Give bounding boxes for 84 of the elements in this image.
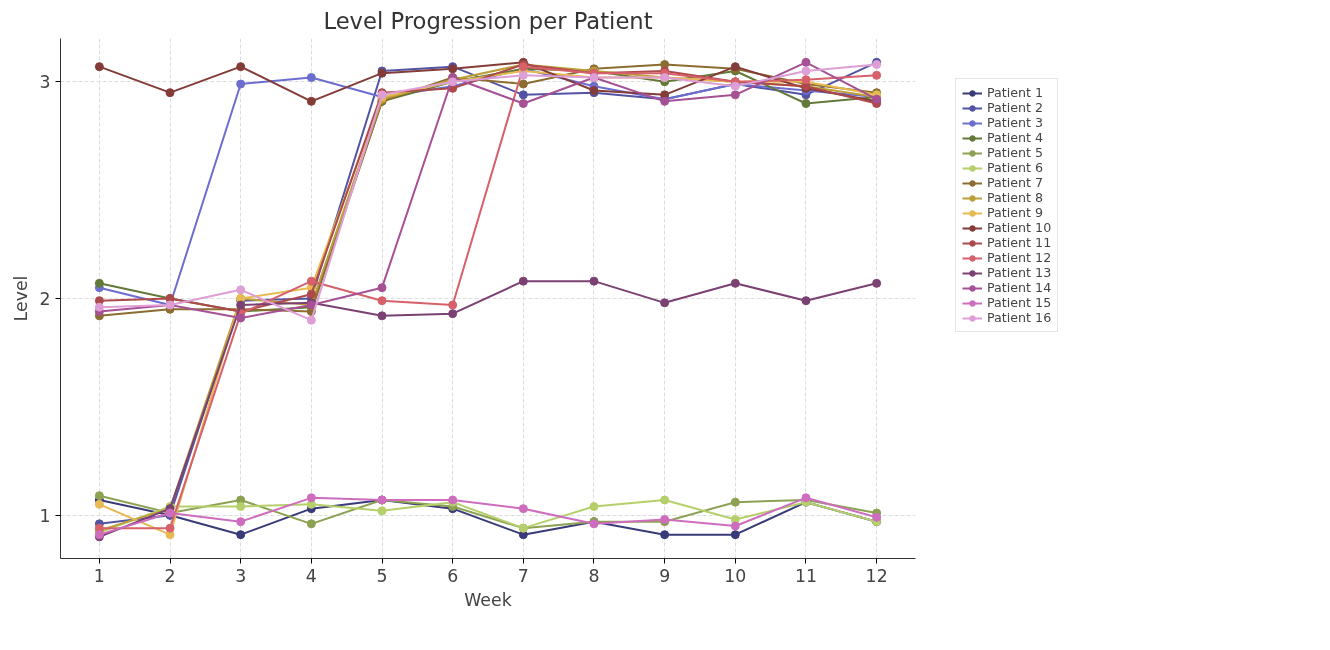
point (589, 276, 599, 286)
point (165, 88, 175, 98)
point (306, 315, 316, 325)
point (165, 523, 175, 533)
point (730, 497, 740, 507)
point (660, 60, 670, 69)
point (872, 512, 882, 522)
point (448, 309, 458, 319)
point (377, 506, 387, 516)
point (236, 530, 246, 540)
point (589, 502, 599, 511)
legend-label: Patient 10 (987, 220, 1052, 235)
point (518, 276, 528, 286)
point (518, 90, 528, 100)
point (306, 276, 316, 286)
point (730, 521, 740, 531)
point (801, 66, 811, 76)
x-tick-label: 5 (376, 565, 388, 586)
point (801, 57, 811, 67)
point (872, 278, 882, 288)
legend-label: Patient 15 (987, 295, 1052, 310)
y-tick-label: 1 (39, 505, 51, 526)
y-tick-label: 3 (39, 72, 51, 93)
x-tick-label: 6 (447, 565, 459, 586)
point (660, 530, 670, 540)
x-tick-label: 11 (794, 565, 818, 586)
point (236, 79, 246, 89)
point (518, 504, 528, 514)
point (518, 79, 528, 89)
legend-label: Patient 16 (987, 310, 1052, 325)
point (236, 502, 246, 511)
point (236, 517, 246, 527)
point (94, 499, 104, 509)
point (377, 296, 387, 306)
x-tick-label: 2 (164, 565, 176, 586)
point (306, 73, 316, 82)
point (94, 491, 104, 501)
point (518, 99, 528, 108)
point (236, 62, 246, 72)
legend-label: Patient 3 (987, 115, 1044, 130)
legend-label: Patient 2 (987, 100, 1044, 115)
x-tick-label: 9 (659, 565, 671, 586)
y-axis-title: Level (11, 275, 32, 322)
legend-label: Patient 5 (987, 145, 1044, 160)
legend-label: Patient 4 (987, 130, 1044, 145)
point (377, 311, 387, 321)
point (236, 313, 246, 323)
point (872, 70, 882, 80)
x-tick-label: 7 (517, 565, 529, 586)
point (236, 285, 246, 295)
legend-label: Patient 8 (987, 190, 1044, 205)
point (448, 300, 458, 310)
x-tick-label: 3 (235, 565, 247, 586)
legend-label: Patient 12 (987, 250, 1052, 265)
point (660, 298, 670, 308)
legend-label: Patient 6 (987, 160, 1044, 175)
y-tick-label: 2 (39, 289, 51, 309)
x-tick-label: 8 (588, 565, 600, 586)
point (801, 99, 811, 108)
x-tick-label: 4 (305, 565, 317, 586)
point (306, 96, 316, 106)
x-axis-title: Week (464, 589, 512, 610)
point (377, 283, 387, 293)
legend-label: Patient 11 (987, 235, 1052, 250)
legend-label: Patient 7 (987, 175, 1044, 190)
point (730, 278, 740, 288)
x-tick-label: 10 (724, 565, 747, 586)
point (306, 519, 316, 529)
point (730, 90, 740, 100)
legend-label: Patient 14 (987, 280, 1052, 295)
x-tick-label: 12 (865, 565, 888, 586)
point (306, 493, 316, 503)
chart-title: Level Progression per Patient (323, 7, 653, 34)
legend-label: Patient 13 (987, 265, 1052, 280)
point (94, 62, 104, 72)
point (660, 495, 670, 505)
legend-label: Patient 1 (987, 85, 1044, 100)
legend-label: Patient 9 (987, 205, 1044, 220)
point (730, 530, 740, 540)
point (94, 278, 104, 288)
x-tick-label: 1 (93, 565, 105, 586)
point (236, 300, 246, 310)
point (801, 296, 811, 306)
point (94, 302, 104, 312)
